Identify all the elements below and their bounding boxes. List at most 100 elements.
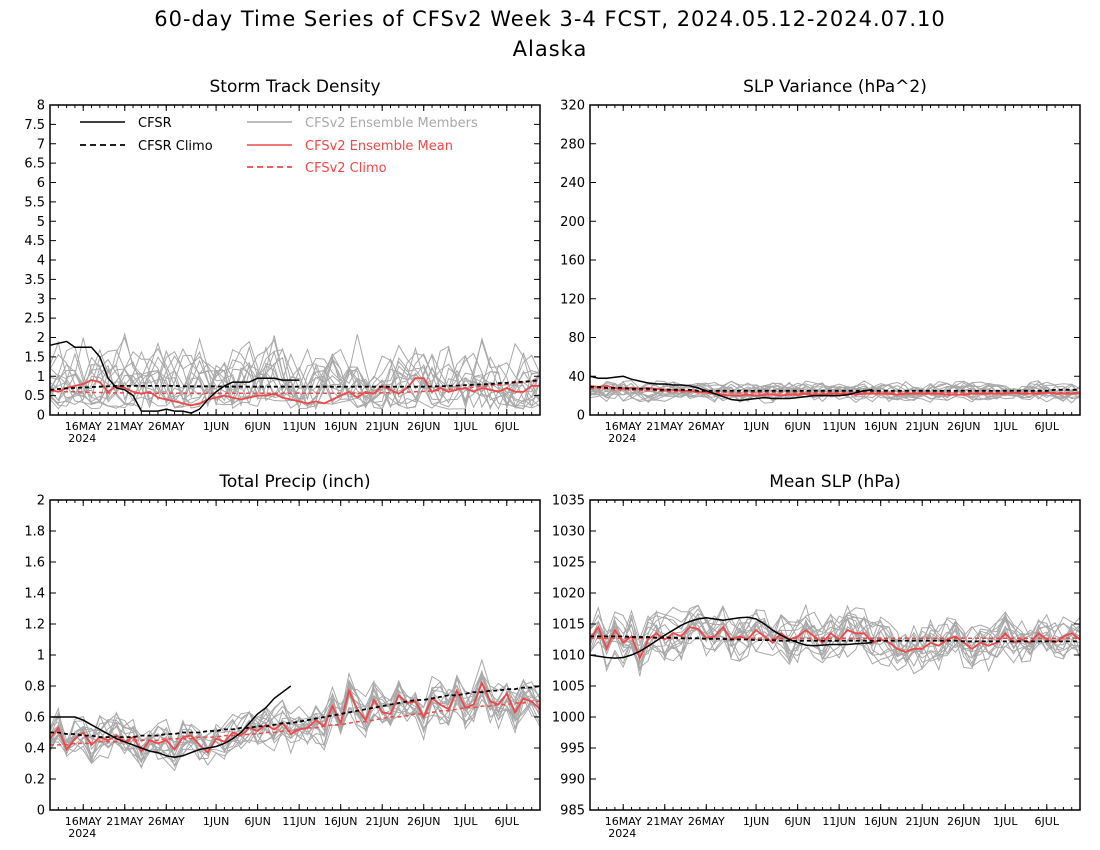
x-tick-label: 16JUN — [864, 815, 898, 828]
x-tick-label: 21JUN — [365, 420, 399, 433]
cfsr-line — [589, 375, 873, 402]
plot-frame — [49, 104, 541, 416]
y-tick-label: 0.8 — [24, 680, 45, 695]
x-tick-label: 21JUN — [365, 815, 399, 828]
panel-title: Mean SLP (hPa) — [769, 472, 901, 492]
y-tick-label: 2 — [37, 331, 45, 346]
x-tick-label: 11JUN — [822, 815, 856, 828]
x-tick-label: 11JUN — [822, 420, 856, 433]
x-tick-label: 16MAY — [65, 420, 102, 433]
y-tick-label: 995 — [560, 742, 585, 757]
x-tick-label: 16JUN — [324, 420, 358, 433]
x-tick-label: 16MAY — [605, 815, 642, 828]
x-tick-label: 26JUN — [947, 420, 981, 433]
y-tick-label: 1005 — [552, 680, 585, 695]
y-tick-label: 280 — [560, 137, 585, 152]
x-tick-label: 1JUN — [743, 815, 770, 828]
x-tick-label: 21MAY — [646, 420, 683, 433]
x-tick-label: 26JUN — [407, 815, 441, 828]
ensemble-member-line — [590, 616, 1080, 662]
ensemble-member-line — [50, 348, 540, 410]
y-tick-label: 6 — [37, 176, 45, 191]
ensemble-member-line — [50, 674, 540, 762]
x-tick-label: 6JUN — [244, 420, 271, 433]
x-tick-label: 11JUN — [282, 815, 316, 828]
x-tick-label: 11JUN — [282, 420, 316, 433]
x-tick-label: 6JUL — [1035, 420, 1060, 433]
panel-title: Total Precip (inch) — [218, 472, 370, 492]
x-tick-label: 26MAY — [148, 420, 185, 433]
x-tick-label: 1JUL — [453, 420, 478, 433]
x-year-label: 2024 — [608, 432, 636, 445]
y-tick-label: 5.5 — [24, 195, 45, 210]
y-tick-label: 1015 — [552, 618, 585, 633]
x-tick-label: 21JUN — [905, 420, 939, 433]
y-tick-label: 3 — [37, 292, 45, 307]
x-tick-label: 6JUN — [784, 815, 811, 828]
x-tick-label: 1JUN — [203, 420, 230, 433]
y-tick-label: 0.2 — [24, 773, 45, 788]
y-tick-label: 1 — [37, 370, 45, 385]
x-tick-label: 26JUN — [407, 420, 441, 433]
chart-region-subtitle: Alaska — [512, 37, 588, 61]
y-tick-label: 4 — [37, 254, 45, 269]
cfsv2-climo-line — [50, 700, 540, 746]
y-tick-label: 80 — [568, 331, 585, 346]
y-tick-label: 240 — [560, 176, 585, 191]
y-tick-label: 8 — [37, 99, 45, 114]
y-tick-label: 160 — [560, 254, 585, 269]
x-tick-label: 6JUL — [495, 420, 520, 433]
y-tick-label: 0.5 — [24, 389, 45, 404]
x-tick-label: 1JUN — [743, 420, 770, 433]
y-tick-label: 1020 — [552, 587, 585, 602]
ensemble-member-line — [50, 674, 540, 764]
y-tick-label: 1010 — [552, 649, 585, 664]
cfsr-climo-line — [590, 386, 1080, 392]
x-tick-label: 16JUN — [324, 815, 358, 828]
ensemble-member-line — [50, 680, 540, 761]
x-year-label: 2024 — [68, 432, 96, 445]
ensemble-member-line — [50, 341, 540, 411]
y-tick-label: 2 — [37, 494, 45, 509]
x-tick-label: 1JUL — [993, 815, 1018, 828]
cfsr-line — [49, 340, 300, 414]
x-tick-label: 21JUN — [905, 815, 939, 828]
x-year-label: 2024 — [608, 827, 636, 840]
y-tick-label: 1.4 — [24, 587, 45, 602]
x-tick-label: 1JUL — [453, 815, 478, 828]
x-tick-label: 6JUL — [495, 815, 520, 828]
x-tick-label: 6JUN — [244, 815, 271, 828]
y-tick-label: 1000 — [552, 711, 585, 726]
legend-members-label: CFSv2 Ensemble Members — [305, 116, 478, 131]
ensemble-member-line — [50, 345, 540, 408]
y-tick-label: 4.5 — [24, 234, 45, 249]
legend-cfsr-climo-label: CFSR Climo — [138, 139, 213, 154]
cfsr-line — [589, 616, 873, 659]
y-tick-label: 0 — [577, 409, 585, 424]
x-tick-label: 16MAY — [605, 420, 642, 433]
x-tick-label: 26JUN — [947, 815, 981, 828]
cfsr-climo-line — [50, 685, 541, 738]
ensemble-member-line — [590, 383, 1080, 404]
x-tick-label: 6JUL — [1035, 815, 1060, 828]
y-tick-label: 1.2 — [24, 618, 45, 633]
y-tick-label: 985 — [560, 804, 585, 819]
ensemble-member-line — [50, 677, 540, 768]
x-tick-label: 6JUN — [784, 420, 811, 433]
y-tick-label: 7.5 — [24, 118, 45, 133]
y-tick-label: 120 — [560, 292, 585, 307]
plot-frame — [589, 104, 1081, 416]
y-tick-label: 200 — [560, 215, 585, 230]
y-tick-label: 2.5 — [24, 312, 45, 327]
y-tick-label: 320 — [560, 99, 585, 114]
y-tick-label: 1030 — [552, 525, 585, 540]
cfsv2-ensemble-mean-line — [589, 384, 1081, 397]
x-year-label: 2024 — [68, 827, 96, 840]
y-tick-label: 0 — [37, 409, 45, 424]
y-tick-label: 1025 — [552, 556, 585, 571]
panel-title: Storm Track Density — [209, 77, 380, 97]
y-tick-label: 1 — [37, 649, 45, 664]
x-tick-label: 21MAY — [106, 815, 143, 828]
cfsv2-climo-line — [49, 380, 541, 395]
